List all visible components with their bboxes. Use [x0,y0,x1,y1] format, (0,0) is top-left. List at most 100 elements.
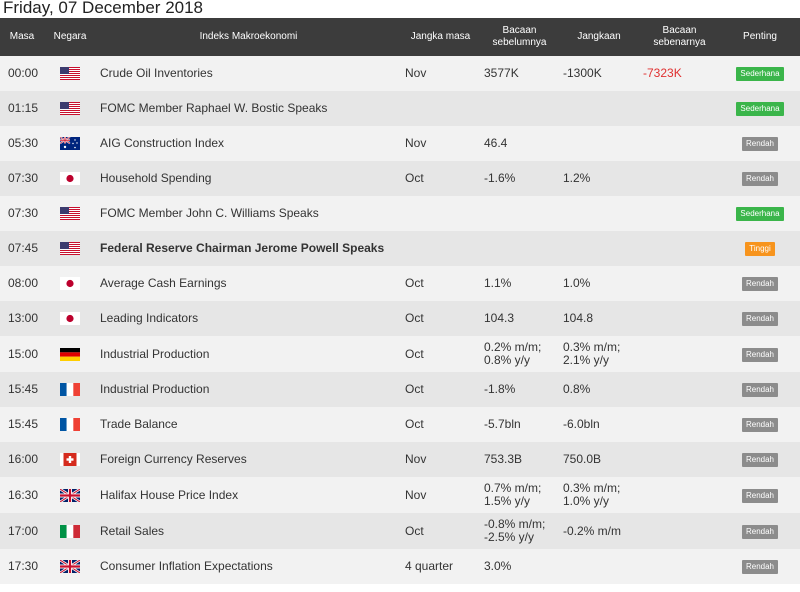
table-row[interactable]: 05:30 AIG Construction Index Nov 46.4 Rendah [0,126,800,161]
event-name[interactable]: FOMC Member John C. Williams Speaks [100,206,319,220]
table-row[interactable]: 16:30 Halifax House Price Index Nov 0.7% m/… [0,477,800,513]
country-cell [44,56,96,91]
previous-value: 46.4 [480,126,559,161]
country-cell [44,477,96,513]
actual-value [639,196,720,231]
table-row[interactable]: 07:45 Federal Reserve Chairman Jerome Pow… [0,231,800,266]
event-name[interactable]: Federal Reserve Chairman Jerome Powell S… [100,241,385,255]
previous-value-line1: 0.2% m/m; [484,340,542,354]
us-flag-icon [60,67,80,81]
event-time: 15:00 [8,346,39,361]
page-title: Friday, 07 December 2018 [3,0,204,17]
table-row[interactable]: 15:45 Industrial Production Oct -1.8% 0.8% Re… [0,372,800,407]
table-row[interactable]: 00:00 Crude Oil Inventories Nov 3577K -1300K… [0,56,800,91]
event-name[interactable]: Crude Oil Inventories [100,66,213,80]
event-time: 08:00 [8,276,39,290]
table-row[interactable]: 07:30 FOMC Member John C. Williams Speaks… [0,196,800,231]
event-time: 16:30 [8,487,39,502]
fr-flag-icon [60,383,80,397]
table-row[interactable]: 17:30 Consumer Inflation Expectations 4 qu… [0,549,800,584]
importance-badge: Rendah [741,137,779,151]
importance-badge: Sederhana [736,102,784,116]
event-period: Nov [405,487,427,502]
importance-cell: Rendah [720,513,800,549]
header-time[interactable]: Masa [9,31,35,42]
us-flag-icon [60,102,80,116]
event-name[interactable]: Consumer Inflation Expectations [100,559,273,573]
event-name[interactable]: Halifax House Price Index [100,487,239,502]
event-name[interactable]: Trade Balance [100,417,178,431]
forecast-value [559,91,639,126]
importance-cell: Sederhana [720,196,800,231]
event-time: 15:45 [8,382,39,396]
header-country[interactable]: Negara [53,31,87,42]
previous-value: 0.7% m/m; 1.5% y/y [480,477,559,513]
table-row[interactable]: 16:00 Foreign Currency Reserves Nov 753.3B 7… [0,442,800,477]
event-name[interactable]: FOMC Member Raphael W. Bostic Speaks [100,101,328,115]
table-row[interactable]: 07:30 Household Spending Oct -1.6% 1.2% Renda… [0,161,800,196]
previous-value [480,196,559,231]
actual-value [639,407,720,442]
table-row[interactable]: 08:00 Average Cash Earnings Oct 1.1% 1.0% Ren… [0,266,800,301]
header-period[interactable]: Jangka masa [410,31,471,42]
actual-value [639,372,720,407]
fr-flag-icon [60,418,80,432]
actual-value: -7323K [643,66,682,80]
previous-value: 3.0% [480,549,559,584]
table-row[interactable]: 13:00 Leading Indicators Oct 104.3 104.8 Rend… [0,301,800,336]
event-name[interactable]: Average Cash Earnings [100,276,227,290]
event-time: 07:30 [8,206,39,220]
forecast-value [559,196,639,231]
event-time: 13:00 [8,311,39,325]
forecast-value [559,126,639,161]
table-row[interactable]: 15:45 Trade Balance Oct -5.7bln -6.0bln Renda… [0,407,800,442]
event-period [401,196,480,231]
header-previous[interactable]: Bacaan sebelumnya [480,18,559,56]
forecast-value: 0.8% [559,372,639,407]
gb-flag-icon [60,488,80,502]
forecast-value: -1300K [559,56,639,91]
table-row[interactable]: 17:00 Retail Sales Oct -0.8% m/m; -2.5% y/y -… [0,513,800,549]
table-row[interactable]: 15:00 Industrial Production Oct 0.2% m/m; 0.… [0,336,800,372]
importance-cell: Rendah [720,549,800,584]
event-time: 07:30 [8,171,39,185]
event-name[interactable]: Leading Indicators [100,311,199,325]
header-actual[interactable]: Bacaan sebenarnya [639,18,720,56]
header-actual-line1: Bacaan [662,25,697,36]
event-time: 01:15 [8,101,39,115]
it-flag-icon [60,524,80,538]
previous-value: 0.2% m/m; 0.8% y/y [480,336,559,372]
event-name[interactable]: AIG Construction Index [100,136,225,150]
actual-value [639,91,720,126]
previous-value-line1: 104.3 [484,311,515,325]
table-row[interactable]: 01:15 FOMC Member Raphael W. Bostic Speak… [0,91,800,126]
previous-value-line1: 0.7% m/m; [484,481,542,495]
previous-value-line2: 0.8% y/y [484,353,531,367]
forecast-value: 1.0% [559,266,639,301]
event-period: Nov [405,66,427,80]
header-importance[interactable]: Penting [743,31,777,42]
previous-value [480,231,559,266]
country-cell [44,336,96,372]
event-time: 15:45 [8,417,39,431]
event-name[interactable]: Industrial Production [100,382,210,396]
event-period: Oct [405,417,424,431]
header-actual-line2: sebenarnya [653,37,706,48]
country-cell [44,301,96,336]
au-flag-icon [60,137,80,151]
forecast-value: -6.0bln [559,407,639,442]
event-name[interactable]: Household Spending [100,171,212,185]
previous-value: 1.1% [480,266,559,301]
event-time: 16:00 [8,452,39,466]
importance-cell: Rendah [720,266,800,301]
event-period: Nov [405,452,427,466]
header-forecast[interactable]: Jangkaan [577,31,621,42]
event-time: 00:00 [8,66,39,80]
previous-value-line1: -1.6% [484,171,516,185]
importance-cell: Rendah [720,336,800,372]
event-name[interactable]: Industrial Production [100,346,210,361]
header-event[interactable]: Indeks Makroekonomi [199,31,298,42]
event-name[interactable]: Foreign Currency Reserves [100,452,247,466]
event-name[interactable]: Retail Sales [100,523,165,538]
actual-value [639,513,720,549]
